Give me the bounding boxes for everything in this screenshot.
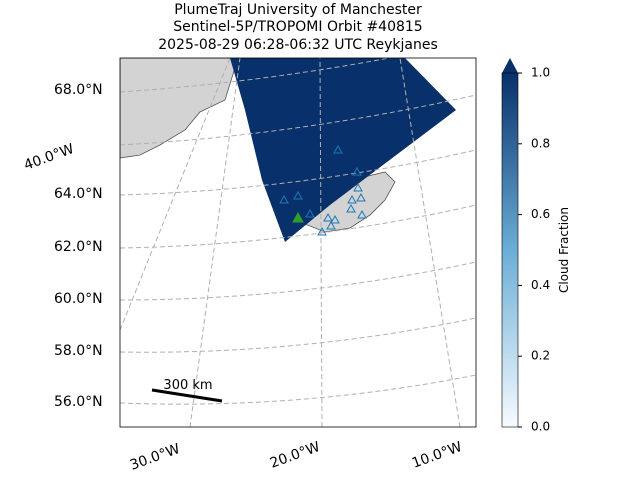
- title-line: PlumeTraj University of Manchester: [174, 2, 422, 18]
- map: [120, 58, 476, 427]
- lat-label: 62.0°N: [54, 239, 103, 255]
- colorbar-tick-label: 0.0: [531, 420, 550, 434]
- colorbar-tick-label: 0.8: [531, 136, 550, 150]
- lon-label: 40.0°W: [22, 141, 76, 174]
- colorbar-tick-label: 0.4: [531, 278, 550, 292]
- map-frame: [119, 57, 477, 428]
- lon-label: 20.0°W: [268, 439, 322, 472]
- colorbar-tick-label: 0.6: [531, 207, 550, 221]
- title-line: 2025-08-29 06:28-06:32 UTC Reykjanes: [158, 37, 438, 53]
- lat-label: 58.0°N: [54, 343, 103, 359]
- lon-label: 10.0°W: [410, 439, 464, 472]
- lat-label: 56.0°N: [54, 394, 103, 410]
- lat-label: 60.0°N: [54, 291, 103, 307]
- colorbar-extend: [502, 58, 518, 73]
- title-line: Sentinel-5P/TROPOMI Orbit #40815: [173, 19, 422, 35]
- scale-bar: [151, 388, 223, 403]
- colorbar-tick-label: 1.0: [531, 66, 550, 80]
- greenland: [120, 58, 239, 159]
- satellite-swath: [230, 58, 456, 242]
- grid: [120, 58, 476, 427]
- lon-label: 30.0°W: [128, 441, 182, 474]
- colorbar-tick-label: 0.2: [531, 349, 550, 363]
- scale-bar-label: 300 km: [163, 378, 212, 393]
- volcanoes: [279, 144, 367, 236]
- colorbar: [501, 72, 519, 428]
- colorbar-label: Cloud Fraction: [557, 207, 571, 293]
- lat-label: 64.0°N: [54, 186, 103, 202]
- colorbar-ticks: 0.0 0.2 0.4 0.6 0.8 1.0: [518, 66, 550, 434]
- lat-label: 68.0°N: [54, 82, 103, 98]
